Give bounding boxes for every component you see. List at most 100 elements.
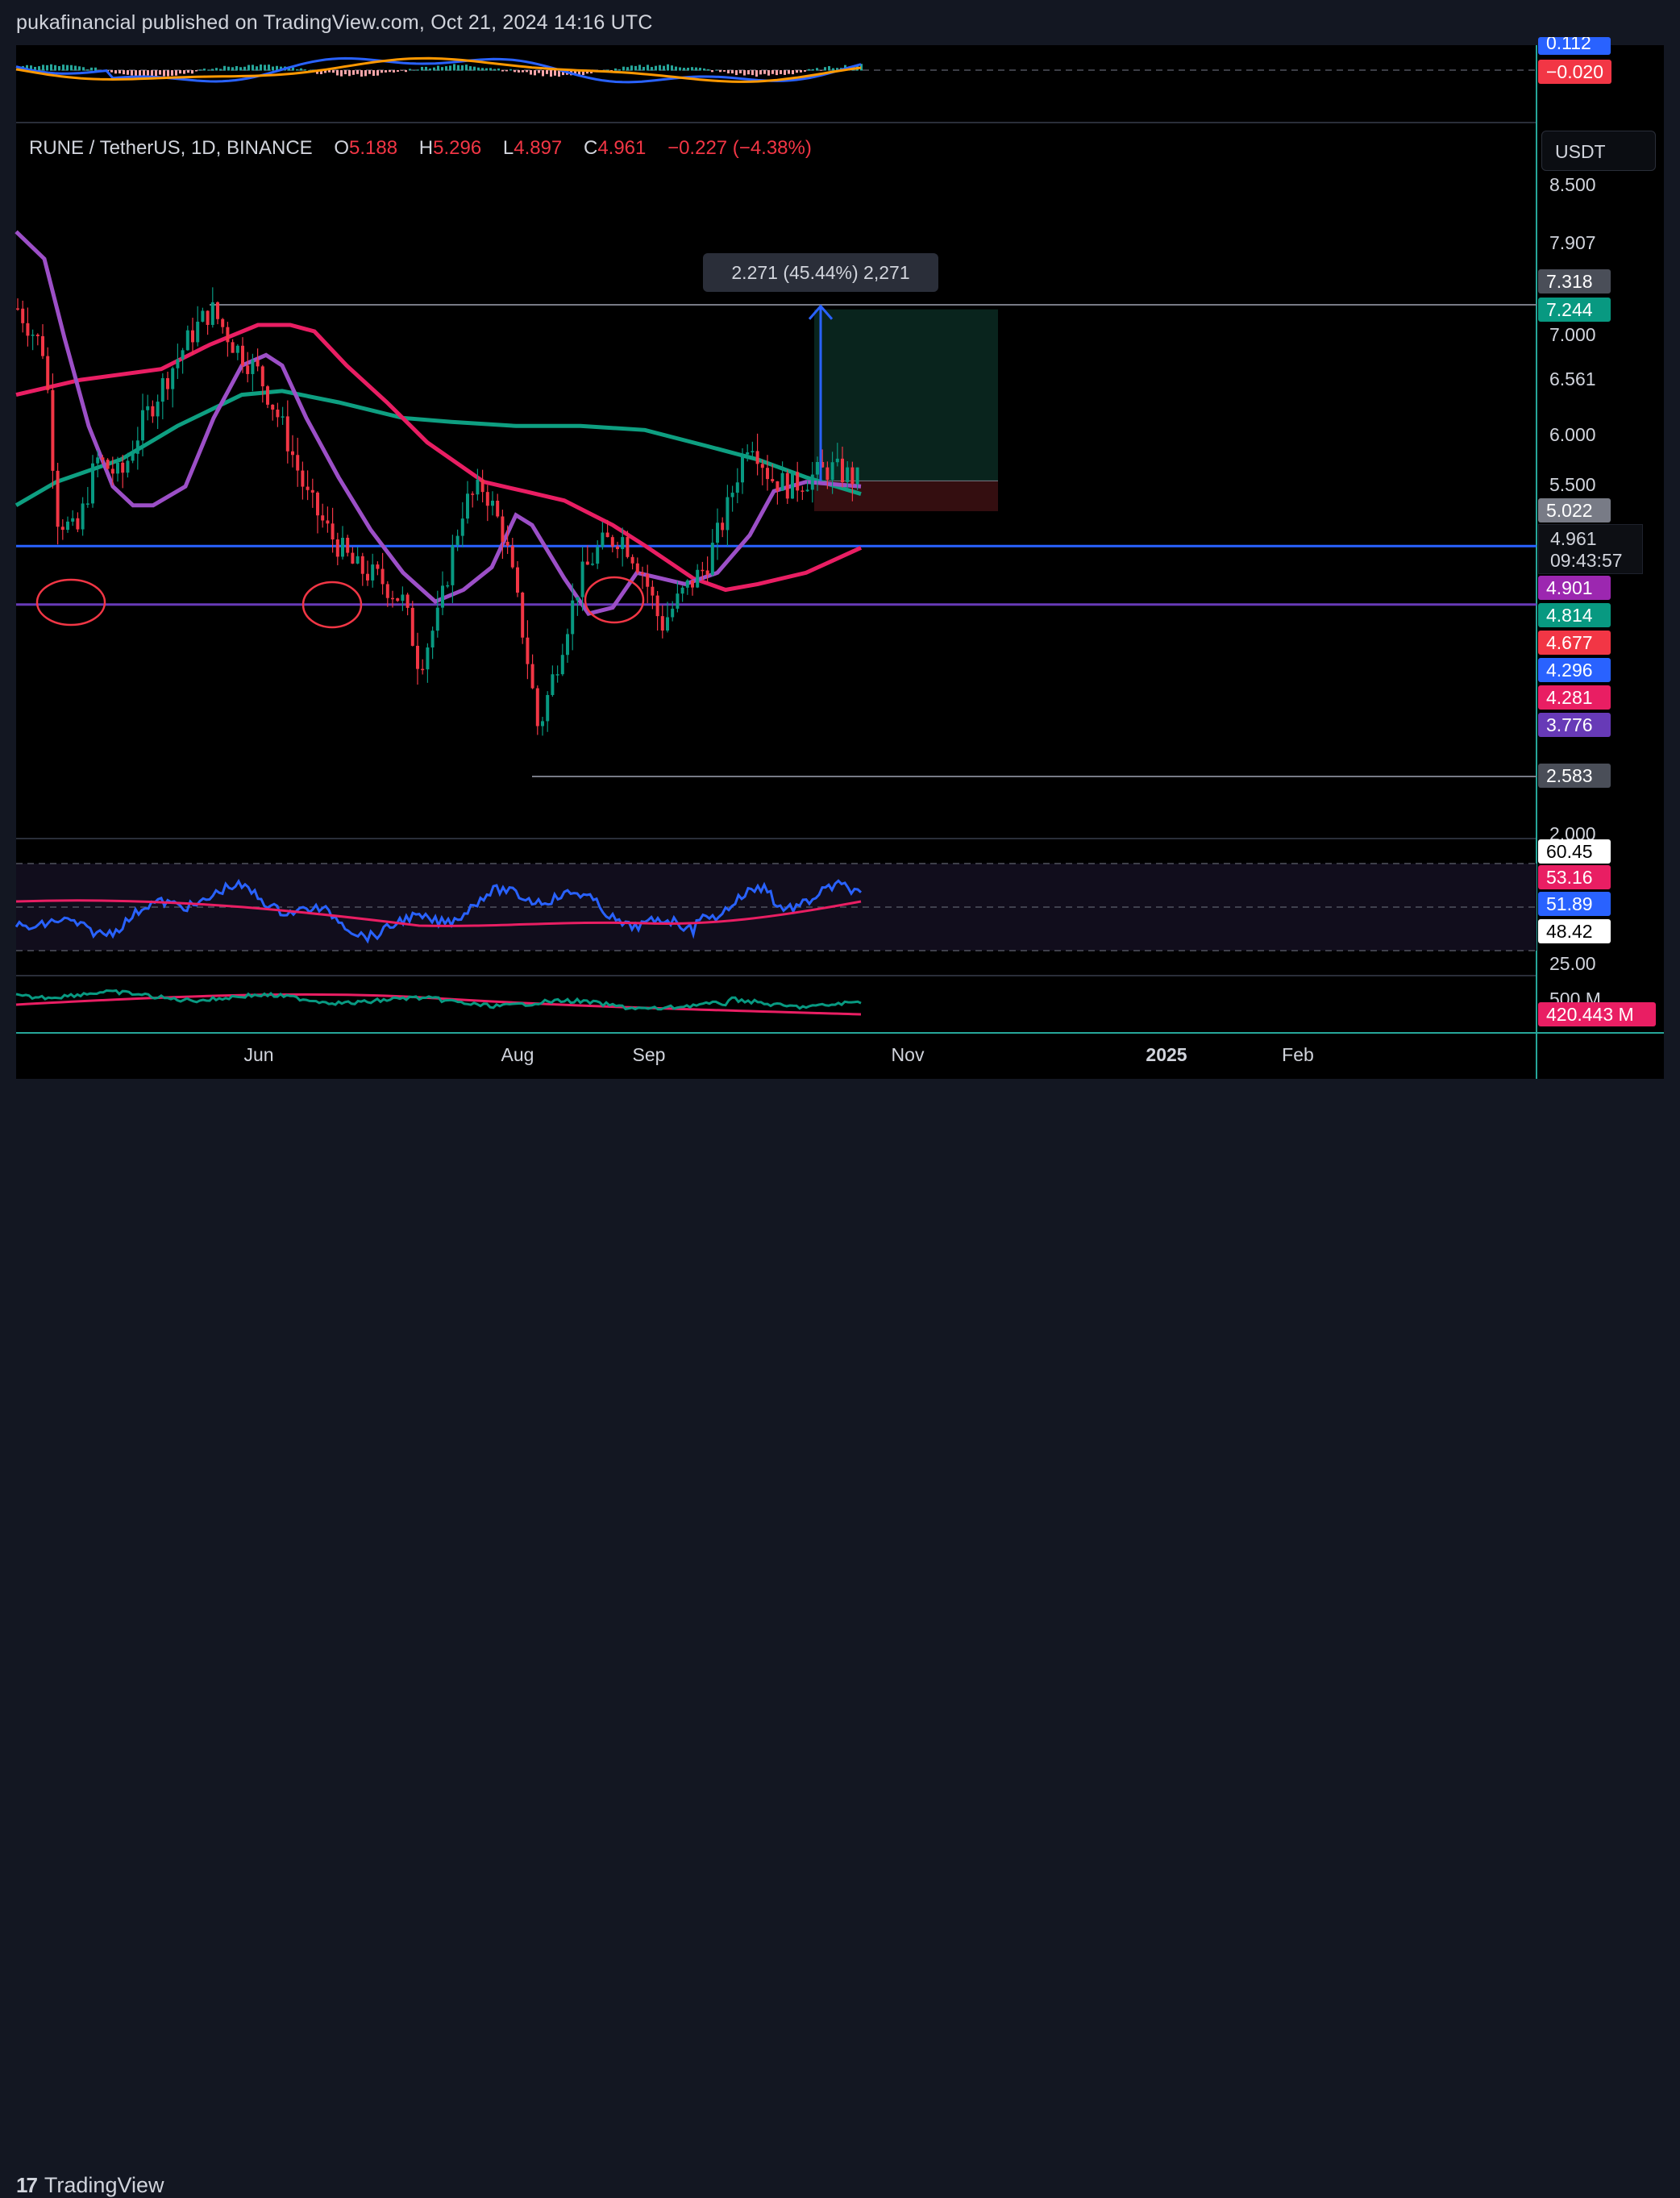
price-tag-ma-purple: 4.901 xyxy=(1538,576,1611,600)
candle xyxy=(596,547,600,564)
macd-histogram-bar xyxy=(167,70,169,77)
macd-histogram-bar xyxy=(191,70,193,74)
macd-histogram-bar xyxy=(481,68,484,71)
candle xyxy=(785,472,789,499)
candle xyxy=(121,462,125,473)
candle xyxy=(176,359,180,368)
macd-histogram-bar xyxy=(332,70,335,73)
macd-histogram-bar xyxy=(735,70,738,76)
candle xyxy=(360,556,364,574)
macd-tag-line: 0.112 xyxy=(1538,37,1611,55)
macd-histogram-bar xyxy=(340,70,343,77)
price-tag-open: 5.022 xyxy=(1538,498,1611,522)
macd-histogram-bar xyxy=(380,70,383,73)
candle xyxy=(301,470,305,487)
macd-histogram-bar xyxy=(409,69,411,71)
candle xyxy=(416,645,419,669)
macd-histogram-bar xyxy=(429,68,431,71)
candle xyxy=(151,406,155,417)
macd-histogram-bar xyxy=(38,66,40,71)
macd-histogram-bar xyxy=(723,70,726,72)
macd-histogram-bar xyxy=(42,65,44,71)
candle xyxy=(341,537,344,557)
macd-histogram-bar xyxy=(26,65,28,71)
candle xyxy=(635,563,639,572)
rsi-tag-value: 51.89 xyxy=(1538,892,1611,916)
macd-histogram-bar xyxy=(622,66,625,71)
macd-histogram-bar xyxy=(755,70,758,77)
macd-histogram-bar xyxy=(675,66,677,71)
candle xyxy=(746,452,750,455)
chart-canvas[interactable] xyxy=(0,0,1680,1134)
rsi-y-tick: 25.00 xyxy=(1549,953,1596,974)
macd-histogram-bar xyxy=(715,69,717,71)
macd-histogram-bar xyxy=(659,65,661,71)
macd-histogram-bar xyxy=(747,70,750,75)
candle xyxy=(730,493,734,497)
candle xyxy=(285,416,289,452)
macd-histogram-bar xyxy=(808,69,810,71)
macd-histogram-bar xyxy=(542,70,544,77)
candle xyxy=(235,345,239,353)
ma-line-purple xyxy=(15,230,862,616)
macd-histogram-bar xyxy=(94,67,97,71)
candle xyxy=(726,497,730,531)
candle xyxy=(721,522,725,531)
macd-histogram-bar xyxy=(252,65,254,71)
y-tick-label: 6.561 xyxy=(1549,368,1596,389)
candle xyxy=(41,335,44,356)
macd-histogram-bar xyxy=(776,70,778,76)
candle xyxy=(316,492,319,516)
candle xyxy=(91,463,94,504)
legend-high-label: H xyxy=(418,137,434,159)
macd-histogram-bar xyxy=(171,70,173,76)
candle xyxy=(850,467,855,485)
candle xyxy=(505,541,509,546)
macd-histogram-bar xyxy=(763,70,766,74)
macd-histogram-bar xyxy=(413,69,415,71)
candle xyxy=(796,472,800,491)
macd-histogram-bar xyxy=(385,70,387,73)
macd-histogram-bar xyxy=(239,67,242,71)
macd-histogram-bar xyxy=(828,66,830,71)
candle xyxy=(776,481,780,491)
candle xyxy=(371,564,375,581)
measure-tooltip: 2.271 (45.44%) 2,271 xyxy=(703,253,938,292)
measure-arrow-head xyxy=(808,304,834,320)
macd-histogram-bar xyxy=(534,70,536,76)
candle xyxy=(226,327,230,343)
candle xyxy=(291,451,294,456)
candle xyxy=(571,600,575,635)
candle xyxy=(206,310,210,325)
macd-histogram-bar xyxy=(707,69,709,71)
macd-histogram-bar xyxy=(207,69,210,71)
macd-histogram-bar xyxy=(671,65,673,71)
candle xyxy=(541,721,544,726)
candle xyxy=(260,366,264,387)
candle xyxy=(576,597,580,601)
macd-histogram-bar xyxy=(183,70,185,74)
annotation-circle xyxy=(584,576,645,624)
currency-button[interactable]: USDT xyxy=(1541,131,1656,171)
tradingview-logo[interactable]: 17 TradingView xyxy=(16,2173,164,2198)
macd-histogram-bar xyxy=(651,67,653,71)
candle xyxy=(26,323,30,336)
candle xyxy=(21,308,25,323)
candle xyxy=(491,500,494,506)
candle xyxy=(641,572,644,574)
macd-histogram-bar xyxy=(401,70,403,71)
candle xyxy=(76,518,80,530)
candle xyxy=(101,457,105,460)
legend-open-value: 5.188 xyxy=(349,137,398,159)
candle xyxy=(430,631,435,648)
candle xyxy=(246,365,250,374)
macd-histogram-bar xyxy=(614,68,617,71)
macd-histogram-bar xyxy=(719,70,721,73)
candle xyxy=(281,416,285,418)
symbol-legend[interactable]: RUNE / TetherUS, 1D, BINANCE O5.188 H5.2… xyxy=(29,137,812,160)
macd-histogram-bar xyxy=(256,66,258,71)
macd-histogram-bar xyxy=(175,70,177,76)
x-tick-label: Aug xyxy=(501,1044,534,1065)
candle xyxy=(231,342,235,353)
candle xyxy=(710,543,714,575)
